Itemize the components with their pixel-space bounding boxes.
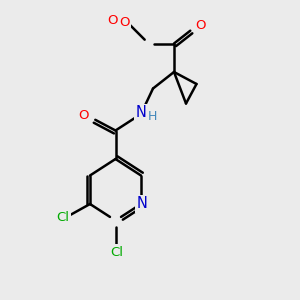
Text: O: O — [78, 109, 89, 122]
Text: O: O — [107, 14, 118, 27]
Text: O: O — [119, 16, 130, 29]
Text: Cl: Cl — [56, 211, 70, 224]
Text: N: N — [137, 196, 148, 211]
Text: N: N — [136, 105, 146, 120]
Text: H: H — [148, 110, 157, 124]
Text: Cl: Cl — [110, 245, 124, 259]
Text: O: O — [195, 19, 206, 32]
